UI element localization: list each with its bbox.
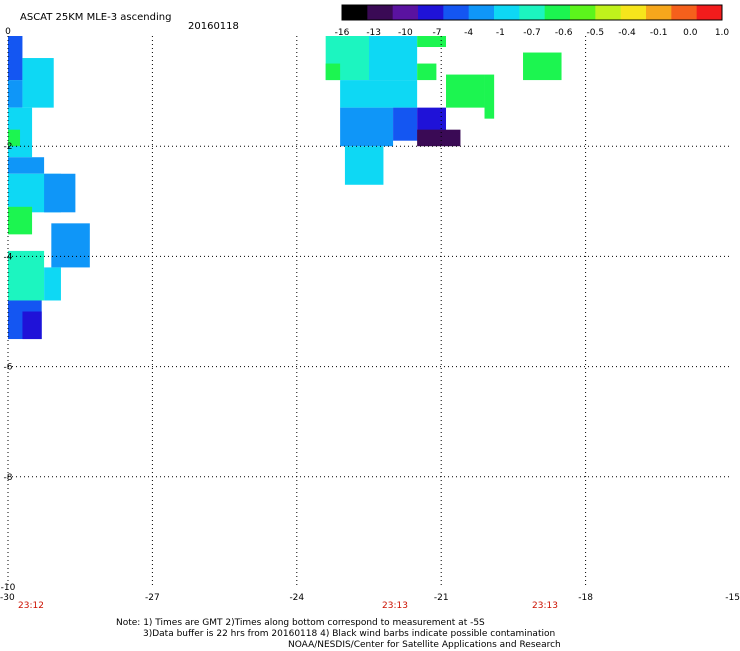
data-cell [44, 267, 61, 301]
data-cell [22, 311, 42, 340]
data-cell [8, 206, 33, 235]
colorbar-segment [646, 5, 672, 20]
data-cell [393, 107, 418, 141]
data-cell [446, 74, 485, 108]
data-cell [340, 107, 394, 147]
data-cells [8, 36, 562, 340]
note-line-3: NOAA/NESDIS/Center for Satellite Applica… [288, 640, 561, 650]
colorbar-labels: -16 -13 -10 -7 -4 -1 -0.7 -0.6 -0.5 -0.4 -0.1 0.0 1.… [335, 28, 730, 38]
colorbar-label: 0.0 [683, 28, 698, 38]
colorbar-segment [696, 5, 723, 20]
colorbar-label: -10 [398, 28, 413, 38]
data-cell [8, 250, 45, 301]
data-cell [484, 74, 495, 119]
colorbar-border [341, 4, 723, 21]
colorbar-segment [443, 5, 470, 20]
colorbar-segment [367, 5, 394, 20]
x-tick-label: -21 [434, 593, 449, 603]
data-cell [8, 157, 45, 174]
colorbar-segment [468, 5, 495, 20]
colorbar-segment [595, 5, 622, 20]
y-tick-label: -6 [4, 363, 13, 373]
y-tick-label: -4 [4, 252, 13, 262]
data-cell [417, 129, 461, 147]
time-label-3: 23:13 [532, 601, 558, 611]
colorbar-segment [671, 5, 698, 20]
data-cell [22, 58, 54, 108]
data-cell [8, 129, 21, 147]
chart-title: ASCAT 25KM MLE-3 ascending [20, 12, 171, 23]
colorbar-label: -16 [335, 28, 350, 38]
colorbar-segment [570, 5, 596, 20]
data-cell [44, 173, 76, 213]
colorbar-segment [494, 5, 520, 20]
y-tick-label: -2 [4, 142, 13, 152]
x-tick-label: -24 [289, 593, 304, 603]
data-cell [344, 146, 384, 185]
note-line-2: 3)Data buffer is 22 hrs from 20160118 4)… [143, 629, 556, 639]
data-cell [523, 52, 562, 81]
colorbar [341, 4, 723, 21]
x-tick-label: -15 [725, 593, 740, 603]
colorbar-label: -0.4 [618, 28, 636, 38]
y-tick-label: -8 [4, 473, 13, 483]
time-label-2: 23:13 [382, 601, 408, 611]
data-cell [369, 36, 418, 81]
y-tick-label: 0 [5, 27, 11, 37]
colorbar-label: -4 [464, 28, 473, 38]
colorbar-label: -7 [433, 28, 442, 38]
note-line-1: Note: 1) Times are GMT 2)Times along bot… [116, 618, 485, 628]
x-tick-label: -30 [0, 593, 15, 603]
x-tick-label: -18 [578, 593, 593, 603]
colorbar-label: -0.7 [523, 28, 541, 38]
colorbar-segment [342, 5, 368, 20]
colorbar-label: -1 [496, 28, 505, 38]
data-cell [8, 36, 23, 81]
data-cell [417, 36, 447, 48]
time-label-1: 23:12 [18, 601, 44, 611]
axis-ticks: -30 -27 -24 -21 -18 -15 0 -2 -4 -6 -8 -10 [0, 27, 740, 603]
data-cell [417, 63, 437, 81]
data-cell [8, 80, 23, 108]
data-cell [325, 63, 341, 81]
colorbar-label: -13 [366, 28, 381, 38]
data-cell [340, 80, 418, 108]
grid-lines [7, 36, 730, 587]
y-tick-label: -10 [1, 583, 16, 593]
colorbar-segment [519, 5, 546, 20]
colorbar-segment [418, 5, 444, 20]
chart-date: 20160118 [188, 21, 239, 32]
colorbar-label: 1.0 [715, 28, 730, 38]
colorbar-label: -0.6 [555, 28, 573, 38]
colorbar-segment [620, 5, 647, 20]
colorbar-label: -0.1 [650, 28, 668, 38]
data-cell [51, 223, 90, 268]
x-tick-label: -27 [145, 593, 160, 603]
colorbar-segment [392, 5, 419, 20]
colorbar-segment [544, 5, 571, 20]
colorbar-label: -0.5 [587, 28, 605, 38]
